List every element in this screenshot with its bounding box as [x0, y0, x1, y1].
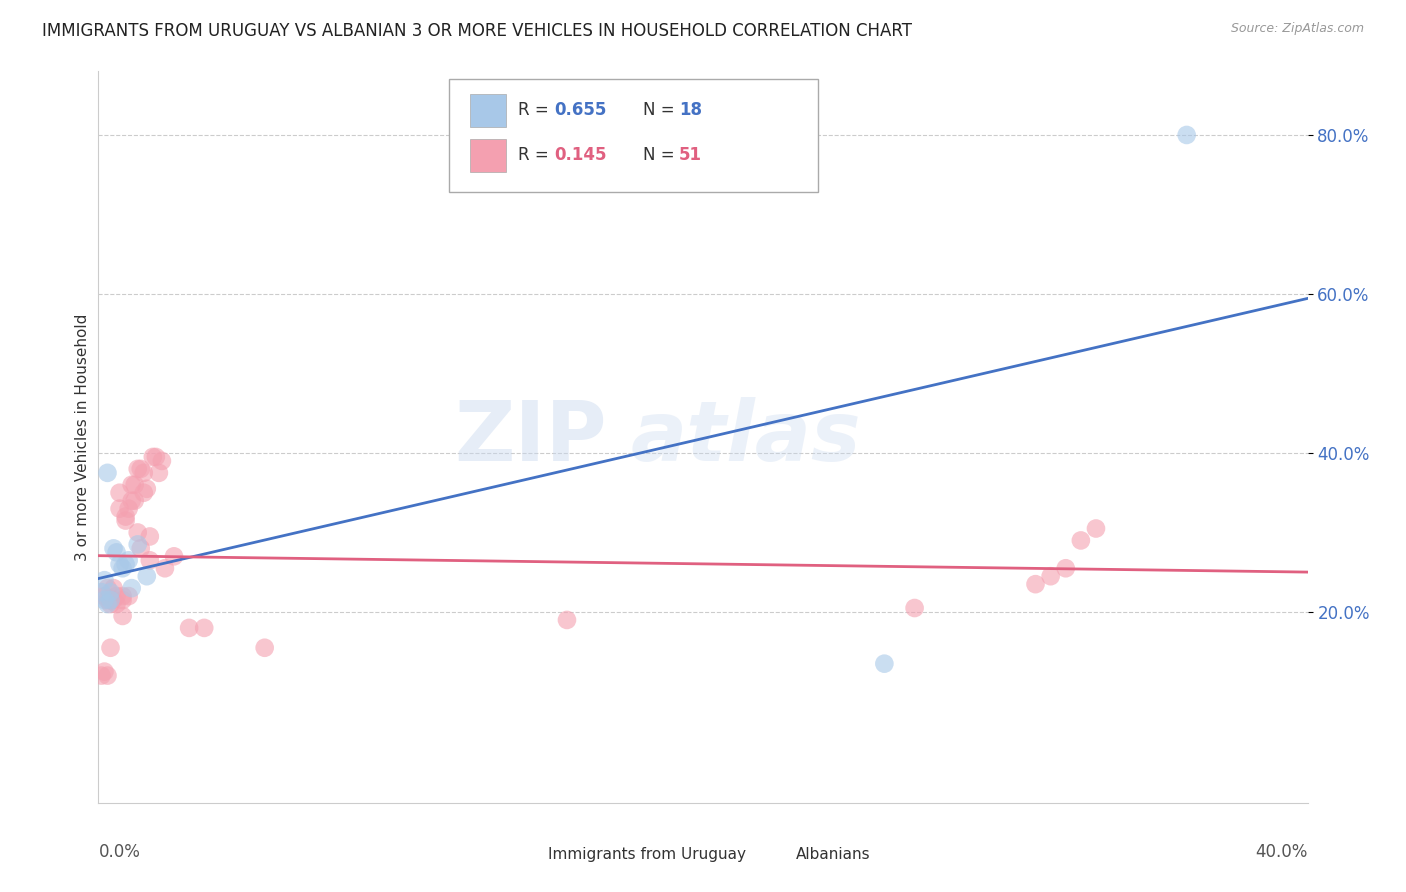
Point: [118, 501, 141, 516]
Point: [135, 482, 157, 496]
Bar: [758, 843, 787, 872]
Text: Immigrants from Uruguay: Immigrants from Uruguay: [548, 847, 747, 862]
Point: [105, 545, 128, 559]
Text: R =: R =: [517, 101, 554, 120]
Point: [111, 589, 134, 603]
Text: Source: ZipAtlas.com: Source: ZipAtlas.com: [1230, 22, 1364, 36]
Point: [114, 558, 136, 572]
Text: 0.655: 0.655: [554, 101, 606, 120]
Text: 0.145: 0.145: [554, 146, 607, 164]
Point: [139, 529, 162, 543]
Point: [142, 450, 165, 464]
Text: R =: R =: [517, 146, 554, 164]
Point: [163, 549, 186, 564]
Point: [96, 581, 118, 595]
Point: [103, 581, 125, 595]
Point: [139, 553, 162, 567]
Point: [100, 585, 122, 599]
Point: [253, 640, 276, 655]
Text: 0.0%: 0.0%: [98, 843, 141, 861]
Point: [93, 665, 115, 679]
Point: [121, 477, 143, 491]
Point: [96, 593, 118, 607]
Point: [132, 466, 155, 480]
Point: [93, 589, 115, 603]
Point: [100, 640, 122, 655]
Point: [114, 509, 136, 524]
Text: N =: N =: [643, 101, 679, 120]
Point: [100, 597, 122, 611]
Point: [1085, 521, 1108, 535]
Bar: [509, 843, 540, 872]
Text: 18: 18: [679, 101, 702, 120]
Bar: [470, 139, 506, 172]
Y-axis label: 3 or more Vehicles in Household: 3 or more Vehicles in Household: [75, 313, 90, 561]
Point: [108, 485, 131, 500]
Point: [153, 561, 176, 575]
Point: [121, 493, 143, 508]
Point: [148, 466, 170, 480]
Point: [127, 462, 149, 476]
Point: [127, 525, 149, 540]
Point: [1039, 569, 1062, 583]
Point: [93, 573, 115, 587]
Point: [124, 493, 146, 508]
Point: [124, 477, 146, 491]
Point: [105, 597, 128, 611]
Point: [132, 485, 155, 500]
Point: [150, 454, 173, 468]
Point: [105, 589, 128, 603]
Point: [111, 593, 134, 607]
Point: [129, 541, 152, 556]
Point: [555, 613, 578, 627]
Point: [873, 657, 896, 671]
Point: [96, 597, 118, 611]
Text: ZIP: ZIP: [454, 397, 606, 477]
Text: Albanians: Albanians: [796, 847, 870, 862]
Point: [100, 593, 122, 607]
Point: [111, 561, 134, 575]
Point: [111, 609, 134, 624]
Point: [179, 621, 201, 635]
Point: [127, 537, 149, 551]
Point: [1070, 533, 1092, 548]
Text: IMMIGRANTS FROM URUGUAY VS ALBANIAN 3 OR MORE VEHICLES IN HOUSEHOLD CORRELATION : IMMIGRANTS FROM URUGUAY VS ALBANIAN 3 OR…: [42, 22, 912, 40]
Point: [1054, 561, 1077, 575]
Text: 40.0%: 40.0%: [1256, 843, 1308, 861]
Point: [103, 593, 125, 607]
Point: [90, 668, 112, 682]
Point: [129, 462, 152, 476]
Point: [1024, 577, 1046, 591]
Text: 51: 51: [679, 146, 702, 164]
FancyBboxPatch shape: [449, 78, 818, 192]
Point: [114, 514, 136, 528]
Point: [90, 585, 112, 599]
Point: [904, 601, 927, 615]
Text: N =: N =: [643, 146, 679, 164]
Point: [108, 558, 131, 572]
Point: [135, 569, 157, 583]
Point: [108, 501, 131, 516]
Point: [93, 593, 115, 607]
Point: [96, 668, 118, 682]
Point: [103, 541, 125, 556]
Point: [1175, 128, 1198, 142]
Point: [96, 466, 118, 480]
Point: [118, 589, 141, 603]
Bar: [470, 94, 506, 127]
Point: [121, 581, 143, 595]
Point: [100, 593, 122, 607]
Point: [118, 553, 141, 567]
Text: atlas: atlas: [630, 397, 860, 477]
Point: [145, 450, 167, 464]
Point: [193, 621, 215, 635]
